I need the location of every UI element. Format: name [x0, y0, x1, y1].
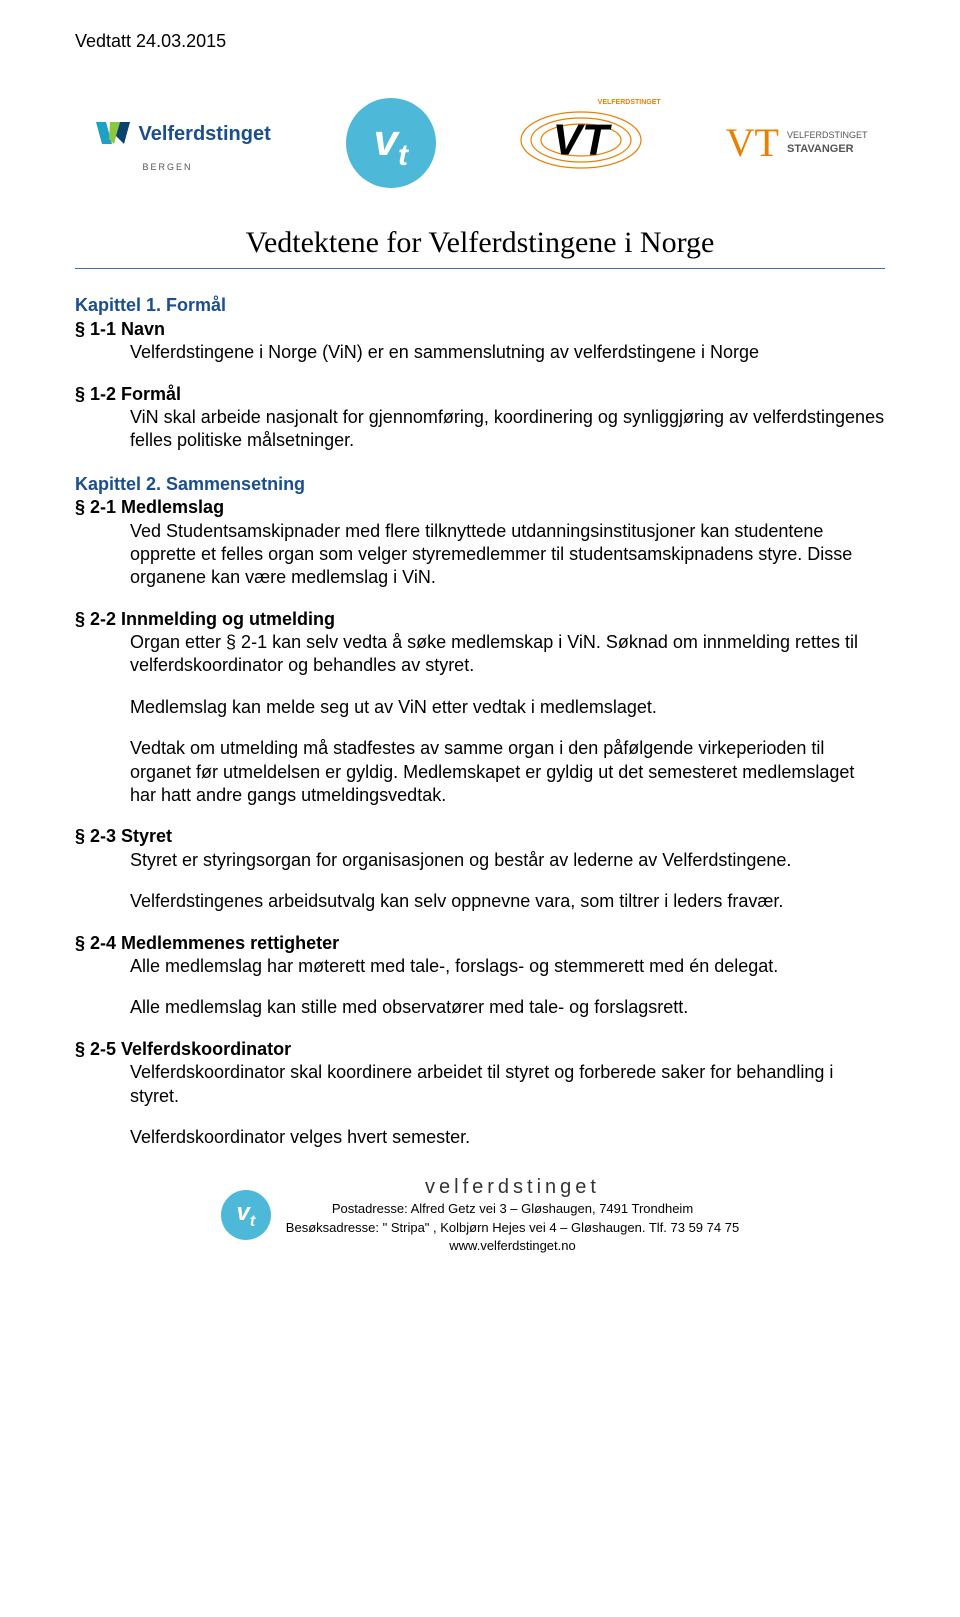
logo-stavanger-line2: STAVANGER [787, 142, 868, 156]
vt-letters: vt [373, 112, 407, 175]
title-rule [75, 268, 885, 269]
s2-4-p2: Alle medlemslag kan stille med observatø… [130, 996, 885, 1019]
s2-2-p1: Organ etter § 2-1 kan selv vedta å søke … [130, 631, 885, 678]
footer-url: www.velferdstinget.no [286, 1237, 739, 1255]
footer-brand: velferdstinget [286, 1174, 739, 1200]
s2-4-p1: Alle medlemslag har møterett med tale-, … [130, 955, 885, 978]
logo-bergen-sub: BERGEN [142, 162, 192, 174]
s2-1-body: Ved Studentsamskipnader med flere tilkny… [130, 520, 885, 590]
logo-stavanger-line1: VELFERDSTINGET [787, 130, 868, 142]
s2-1-heading: § 2-1 Medlemslag [75, 496, 885, 519]
logos-row: Velferdstinget BERGEN vt VELFERDSTINGET … [55, 93, 905, 193]
s2-5-p1: Velferdskoordinator skal koordinere arbe… [130, 1061, 885, 1108]
s2-2-p2: Medlemslag kan melde seg ut av ViN etter… [130, 696, 885, 719]
s1-1-heading: § 1-1 Navn [75, 318, 885, 341]
footer-logo-icon: vt [221, 1190, 271, 1240]
s1-2-heading: § 1-2 Formål [75, 383, 885, 406]
s2-5-p2: Velferdskoordinator velges hvert semeste… [130, 1126, 885, 1149]
logo-stavanger-vt: VT [726, 117, 779, 169]
s2-3-heading: § 2-3 Styret [75, 825, 885, 848]
s2-5-heading: § 2-5 Velferdskoordinator [75, 1038, 885, 1061]
main-title: Vedtektene for Velferdstingene i Norge [75, 223, 885, 262]
s2-3-p2: Velferdstingenes arbeidsutvalg kan selv … [130, 890, 885, 913]
logo-black-label: VELFERDSTINGET [598, 98, 661, 107]
s1-1-body: Velferdstingene i Norge (ViN) er en samm… [130, 341, 885, 364]
kapittel-2-heading: Kapittel 2. Sammensetning [75, 473, 885, 496]
header-date: Vedtatt 24.03.2015 [75, 30, 885, 53]
kapittel-1-heading: Kapittel 1. Formål [75, 294, 885, 317]
footer: vt velferdstinget Postadresse: Alfred Ge… [75, 1174, 885, 1255]
footer-addr2: Besøksadresse: " Stripa" , Kolbjørn Heje… [286, 1219, 739, 1237]
logo-black-vt-letters: VT [553, 112, 609, 169]
velferdstinget-bergen-icon [92, 114, 132, 154]
footer-addr1: Postadresse: Alfred Getz vei 3 – Gløshau… [286, 1200, 739, 1218]
s2-4-heading: § 2-4 Medlemmenes rettigheter [75, 932, 885, 955]
s2-2-p3: Vedtak om utmelding må stadfestes av sam… [130, 737, 885, 807]
logo-bergen: Velferdstinget BERGEN [92, 114, 270, 174]
logo-stavanger: VT VELFERDSTINGET STAVANGER [726, 117, 868, 169]
logo-black-vt: VELFERDSTINGET VT [511, 100, 651, 186]
s1-2-body: ViN skal arbeide nasjonalt for gjennomfø… [130, 406, 885, 453]
logo-bergen-text: Velferdstinget [138, 121, 270, 147]
s2-3-p1: Styret er styringsorgan for organisasjon… [130, 849, 885, 872]
s2-2-heading: § 2-2 Innmelding og utmelding [75, 608, 885, 631]
logo-vt-circle: vt [346, 98, 436, 188]
